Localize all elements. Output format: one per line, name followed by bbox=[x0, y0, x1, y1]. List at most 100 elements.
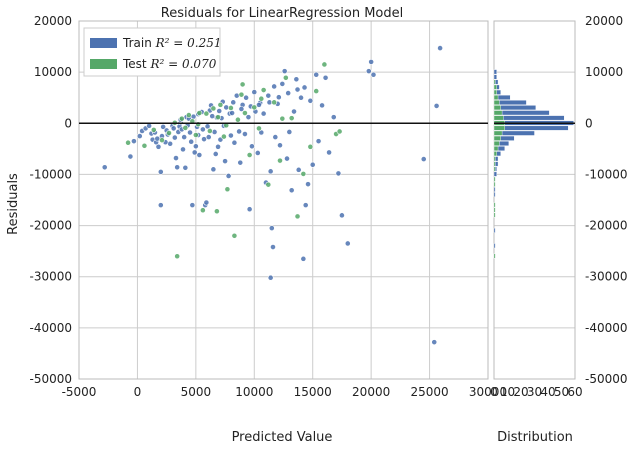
data-point-test bbox=[174, 253, 181, 260]
legend-swatch-test bbox=[90, 59, 117, 69]
histogram-bar-test bbox=[493, 156, 496, 162]
data-point-test bbox=[141, 142, 148, 149]
histogram-y-tick-label: -10000 bbox=[585, 167, 628, 181]
data-point-train bbox=[238, 106, 245, 112]
data-point-test bbox=[182, 124, 189, 131]
data-point-test bbox=[206, 128, 213, 134]
histogram-x-axis-title: Distribution bbox=[497, 430, 573, 445]
data-point-train bbox=[307, 97, 314, 104]
histogram-x-tick-label: 40 bbox=[540, 385, 555, 399]
data-point-train bbox=[330, 114, 337, 121]
histogram-bar-test bbox=[493, 105, 501, 111]
histogram-x-tick-label: 50 bbox=[554, 385, 569, 399]
histogram-bar-test bbox=[493, 84, 497, 90]
data-point-train bbox=[211, 129, 218, 135]
data-point-test bbox=[213, 208, 220, 215]
data-point-train bbox=[275, 94, 282, 101]
y-tick-label: -20000 bbox=[29, 219, 72, 233]
data-point-train bbox=[294, 86, 301, 93]
data-point-train bbox=[180, 146, 186, 153]
histogram-x-tick-label: 0 bbox=[490, 385, 498, 399]
histogram-bar-test bbox=[493, 125, 506, 131]
data-point-train bbox=[210, 166, 217, 173]
histogram-bar-train bbox=[493, 187, 496, 192]
legend-swatch-train bbox=[90, 38, 117, 48]
legend-label-train: Train R² = 0.251 bbox=[122, 36, 222, 50]
histogram-bar-train bbox=[493, 69, 497, 75]
data-point-test bbox=[271, 99, 278, 106]
data-point-train bbox=[228, 132, 234, 139]
legend: Train R² = 0.251 Test R² = 0.070 bbox=[83, 27, 222, 77]
histogram-bar-test bbox=[493, 100, 500, 105]
data-point-train bbox=[256, 101, 262, 108]
data-point-train bbox=[265, 92, 272, 99]
histogram-bar-test bbox=[493, 253, 496, 259]
data-point-train bbox=[433, 102, 440, 109]
data-point-train bbox=[127, 153, 134, 160]
histogram-bar-test bbox=[493, 181, 496, 187]
histogram-background bbox=[494, 21, 575, 379]
data-point-test bbox=[313, 88, 320, 94]
data-point-train bbox=[279, 81, 286, 87]
data-point-train bbox=[136, 133, 143, 139]
data-point-train bbox=[285, 90, 292, 97]
data-point-test bbox=[231, 232, 238, 239]
data-point-train bbox=[295, 166, 302, 173]
data-point-train bbox=[188, 138, 195, 145]
data-point-train bbox=[201, 136, 207, 143]
data-point-train bbox=[272, 134, 279, 140]
data-point-train bbox=[298, 94, 304, 101]
data-point-train bbox=[277, 142, 283, 149]
data-point-train bbox=[313, 71, 320, 78]
legend-label-test: Test R² = 0.070 bbox=[122, 57, 217, 71]
x-tick-label: 30000 bbox=[469, 385, 507, 399]
data-point-test bbox=[215, 114, 221, 121]
histogram-bar-test bbox=[493, 202, 496, 208]
data-point-train bbox=[160, 123, 167, 130]
data-point-train bbox=[101, 164, 108, 171]
y-tick-label: -30000 bbox=[29, 270, 72, 284]
main-plot-area: -5000 0 5000 10000 15000 20000 25000 30000-5000… bbox=[29, 14, 507, 399]
data-point-test bbox=[125, 139, 131, 146]
histogram-bar-test bbox=[493, 130, 503, 136]
data-point-train bbox=[271, 83, 278, 90]
data-point-test bbox=[203, 110, 210, 117]
data-point-test bbox=[307, 143, 314, 150]
data-point-train bbox=[189, 202, 196, 209]
histogram-bar-test bbox=[493, 176, 496, 182]
plot-frame bbox=[78, 20, 489, 380]
histogram-bar-test bbox=[493, 115, 504, 121]
data-point-train bbox=[173, 155, 179, 161]
data-point-train bbox=[293, 76, 300, 83]
histogram-bar-test bbox=[493, 212, 496, 218]
histogram-bar-test bbox=[493, 166, 496, 172]
data-point-test bbox=[195, 121, 202, 128]
data-point-train bbox=[205, 134, 212, 140]
data-point-test bbox=[294, 213, 301, 220]
data-point-train bbox=[344, 240, 351, 247]
data-point-test bbox=[239, 81, 246, 88]
data-point-train bbox=[233, 92, 240, 99]
data-point-test bbox=[210, 105, 217, 112]
histogram-bar-train bbox=[493, 192, 496, 198]
histogram-y-tick-label: -50000 bbox=[585, 372, 628, 386]
data-point-train bbox=[171, 134, 178, 141]
data-point-test bbox=[166, 130, 172, 136]
chart-title: Residuals for LinearRegression Model bbox=[161, 6, 404, 21]
histogram-y-tick-label: -30000 bbox=[585, 270, 628, 284]
histogram-x-tick-label: 30 bbox=[527, 385, 542, 399]
data-point-test bbox=[277, 157, 283, 164]
data-point-test bbox=[159, 137, 165, 144]
y-tick-label: -50000 bbox=[29, 372, 72, 386]
data-point-train bbox=[365, 68, 372, 75]
data-point-train bbox=[267, 168, 274, 175]
data-point-test bbox=[336, 128, 343, 135]
y-axis-title: Residuals bbox=[6, 173, 21, 235]
data-point-train bbox=[437, 45, 443, 52]
data-point-train bbox=[187, 129, 193, 136]
data-point-train bbox=[326, 149, 332, 156]
histogram-bar-test bbox=[493, 89, 497, 95]
x-tick-label: 5000 bbox=[181, 385, 212, 399]
histogram-y-tick-label: 10000 bbox=[585, 65, 623, 79]
data-point-train bbox=[225, 173, 232, 179]
